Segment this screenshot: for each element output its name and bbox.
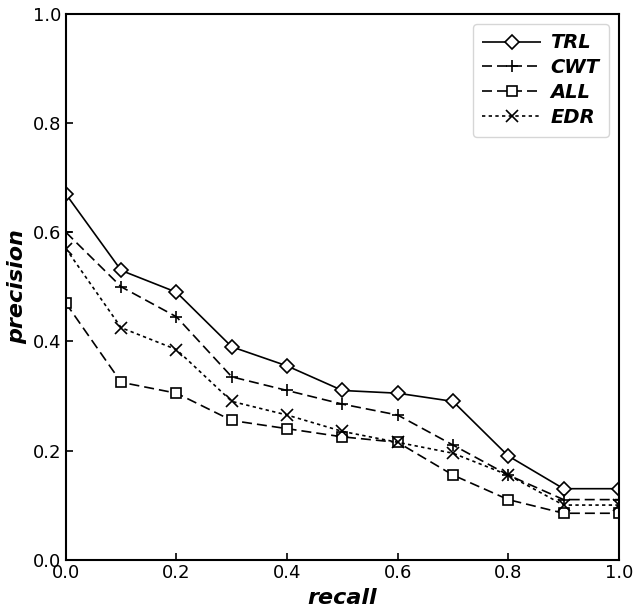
- CWT: [560, 496, 568, 503]
- Line: EDR: EDR: [60, 242, 625, 511]
- Y-axis label: precision: precision: [7, 229, 27, 344]
- TRL: [615, 485, 623, 493]
- EDR: [560, 501, 568, 509]
- ALL: [615, 510, 623, 517]
- ALL: [504, 496, 512, 503]
- CWT: [228, 373, 236, 381]
- EDR: [449, 450, 457, 457]
- ALL: [62, 300, 70, 307]
- TRL: [173, 288, 180, 296]
- EDR: [117, 324, 125, 331]
- Line: ALL: ALL: [61, 298, 624, 518]
- TRL: [339, 387, 346, 394]
- EDR: [173, 346, 180, 353]
- CWT: [117, 283, 125, 290]
- ALL: [449, 471, 457, 478]
- EDR: [504, 471, 512, 478]
- TRL: [449, 398, 457, 405]
- ALL: [117, 379, 125, 386]
- TRL: [62, 190, 70, 197]
- ALL: [228, 417, 236, 424]
- TRL: [117, 267, 125, 274]
- CWT: [339, 400, 346, 408]
- ALL: [284, 425, 291, 432]
- CWT: [504, 471, 512, 478]
- EDR: [284, 411, 291, 419]
- ALL: [173, 389, 180, 397]
- X-axis label: recall: recall: [308, 588, 377, 608]
- Legend: TRL, CWT, ALL, EDR: TRL, CWT, ALL, EDR: [473, 23, 609, 137]
- TRL: [504, 452, 512, 459]
- EDR: [228, 398, 236, 405]
- TRL: [228, 343, 236, 351]
- EDR: [615, 501, 623, 509]
- TRL: [394, 389, 401, 397]
- Line: CWT: CWT: [60, 226, 625, 506]
- EDR: [339, 427, 346, 435]
- ALL: [339, 433, 346, 440]
- ALL: [394, 438, 401, 446]
- EDR: [62, 245, 70, 252]
- CWT: [615, 496, 623, 503]
- TRL: [284, 362, 291, 370]
- CWT: [62, 229, 70, 236]
- CWT: [173, 313, 180, 320]
- Line: TRL: TRL: [61, 189, 624, 494]
- CWT: [284, 387, 291, 394]
- CWT: [449, 442, 457, 449]
- TRL: [560, 485, 568, 493]
- EDR: [394, 438, 401, 446]
- CWT: [394, 411, 401, 419]
- ALL: [560, 510, 568, 517]
